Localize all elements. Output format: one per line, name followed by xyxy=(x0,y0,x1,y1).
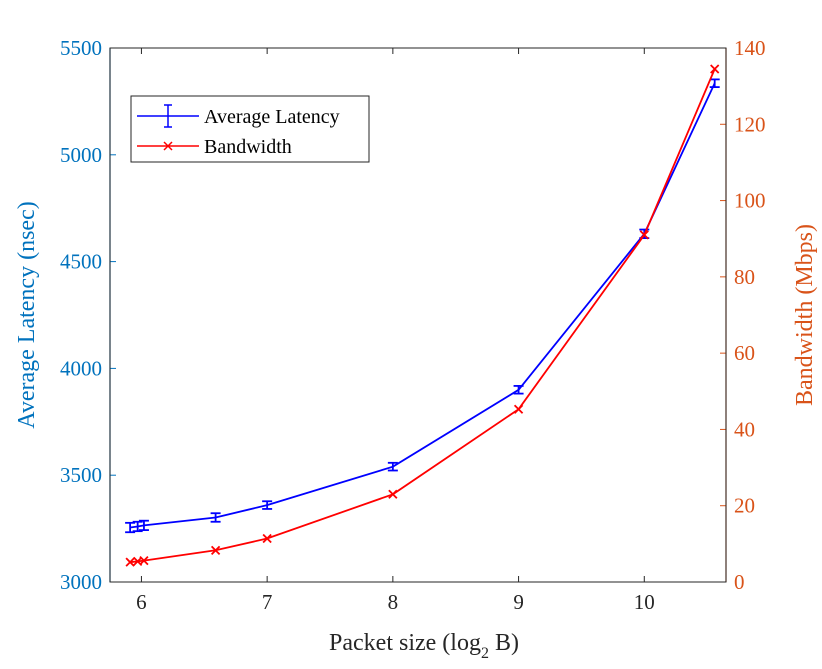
left-y-tick-label: 4500 xyxy=(60,250,102,274)
x-marker-stroke xyxy=(262,533,272,544)
x-marker-stroke xyxy=(710,64,720,74)
right-y-axis-title: Bandwidth (Mbps) xyxy=(792,224,818,406)
legend-box xyxy=(130,95,370,163)
errorbar-point xyxy=(709,78,720,88)
errorbar-point xyxy=(132,520,143,533)
series-bandwidth xyxy=(125,64,720,567)
right-y-tick-label: 100 xyxy=(734,189,766,213)
x-marker-point xyxy=(710,64,720,74)
left-y-tick-label: 5000 xyxy=(60,143,102,167)
x-marker-stroke xyxy=(125,557,135,567)
x-tick-label: 9 xyxy=(513,590,524,614)
plot-frame xyxy=(109,47,727,583)
right-y-tick-label: 140 xyxy=(734,36,766,60)
x-axis-title-tail: B) xyxy=(489,630,519,656)
x-marker-stroke xyxy=(639,230,649,240)
x-marker-point xyxy=(639,230,649,240)
x-marker-point xyxy=(210,545,221,555)
right-y-tick-label: 120 xyxy=(734,112,766,136)
left-y-axis-title: Average Latency (nsec) xyxy=(14,201,40,428)
x-tick-label: 7 xyxy=(262,590,273,614)
x-tick-label: 10 xyxy=(634,590,655,614)
x-axis-title-subscript: 2 xyxy=(481,645,489,662)
right-y-tick-label: 20 xyxy=(734,494,755,518)
errorbar-point xyxy=(125,521,136,534)
x-marker-point xyxy=(139,556,149,566)
ticks-group: 6 7 8 9 10 3000 3500 4000 4500 5000 5500 0 20 40 60 80 1… xyxy=(60,36,766,614)
x-marker-point xyxy=(125,557,135,567)
x-marker-stroke xyxy=(388,489,398,499)
x-marker-stroke xyxy=(139,556,149,566)
left-y-tick-label: 4000 xyxy=(60,356,102,380)
right-y-tick-label: 80 xyxy=(734,265,755,289)
series-average-latency xyxy=(125,78,720,534)
x-marker-point xyxy=(388,489,398,499)
x-marker-point xyxy=(262,533,272,544)
legend-label-bandwidth: Bandwidth xyxy=(204,136,292,158)
x-axis-title: Packet size (log2 B) xyxy=(329,630,519,662)
legend-label-latency: Average Latency xyxy=(204,106,340,128)
legend-bandwidth-marker xyxy=(137,141,199,151)
errorbar-point xyxy=(210,512,221,523)
x-marker-stroke xyxy=(133,556,143,567)
x-marker-stroke xyxy=(513,404,524,414)
left-y-tick-label: 3000 xyxy=(60,570,102,594)
right-y-tick-label: 40 xyxy=(734,417,755,441)
left-y-tick-label: 5500 xyxy=(60,36,102,60)
x-tick-label: 8 xyxy=(388,590,399,614)
errorbar-point xyxy=(138,519,149,531)
legend-latency-marker xyxy=(137,104,199,128)
series-group xyxy=(125,64,720,567)
x-tick-label: 6 xyxy=(136,590,147,614)
legend: Average Latency Bandwidth xyxy=(130,95,370,163)
x-marker-stroke xyxy=(210,545,221,555)
left-y-tick-label: 3500 xyxy=(60,463,102,487)
x-axis-title-main: Packet size (log xyxy=(329,630,481,656)
errorbar-point xyxy=(513,385,524,395)
x-marker-point xyxy=(513,404,524,414)
errorbar-point xyxy=(387,461,398,472)
right-y-tick-label: 60 xyxy=(734,341,755,365)
errorbar-point xyxy=(262,500,273,510)
right-y-tick-label: 0 xyxy=(734,570,745,594)
